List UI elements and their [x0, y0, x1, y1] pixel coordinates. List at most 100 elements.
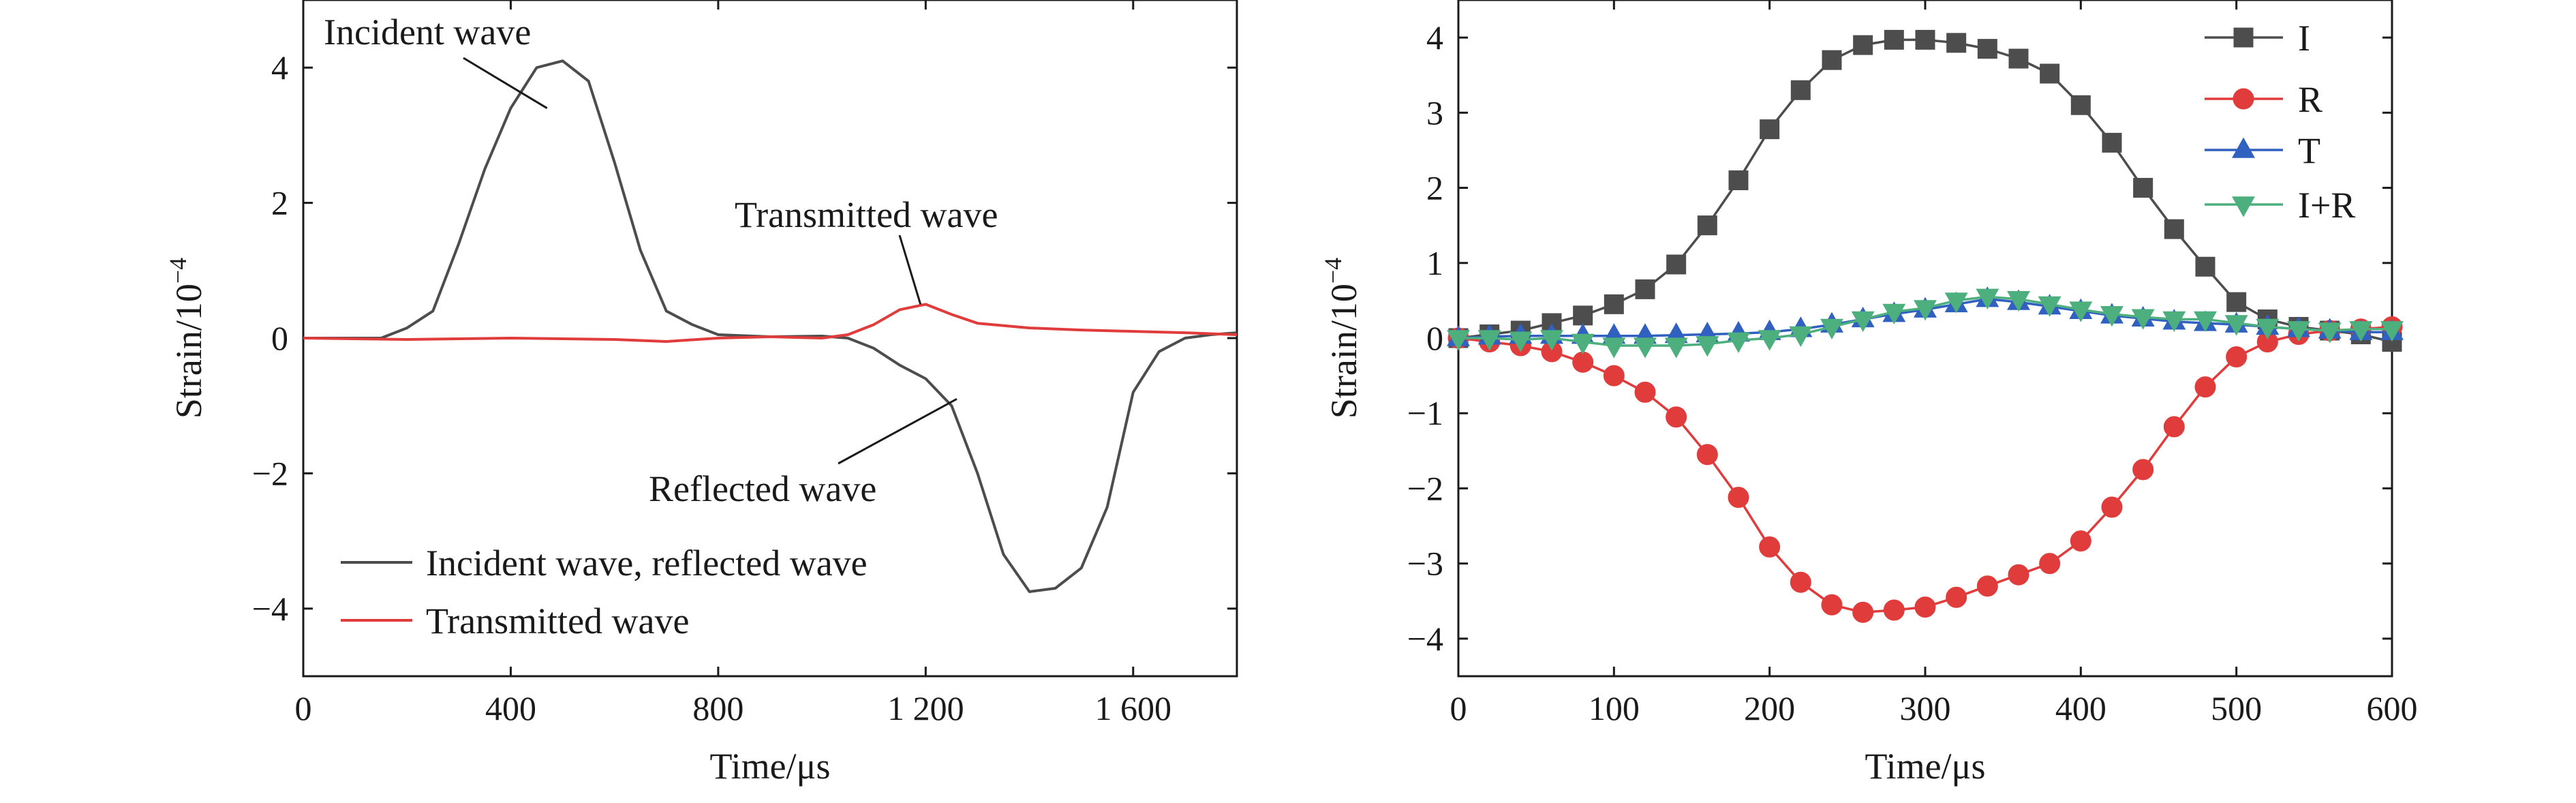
incident-reflected-wave-line: [303, 59, 1238, 593]
data-point-i: [1977, 39, 1997, 59]
annotation-reflected-wave: Reflected wave: [649, 468, 876, 509]
series-i-plus-r: [1447, 288, 2404, 359]
right-y-axis-title: Strain/10−4: [1319, 258, 1364, 419]
data-point-i: [2070, 95, 2091, 115]
right-series-group: [1447, 29, 2404, 623]
legend-marker-t: [2232, 137, 2255, 158]
data-point-i-plus-r: [2318, 322, 2342, 344]
data-point-i: [1697, 215, 1717, 236]
r-y-tick-label: −1: [1407, 394, 1443, 432]
r-y-tick-label: 3: [1426, 93, 1443, 132]
r-x-tick-label: 100: [1589, 689, 1640, 727]
data-point-i-plus-r: [1477, 330, 1501, 351]
data-point-i: [1635, 279, 1655, 299]
left-x-axis-title: Time/μs: [709, 746, 830, 787]
r-y-tick-label: 1: [1426, 244, 1443, 282]
data-point-i: [2226, 292, 2247, 312]
r-y-tick-label: 0: [1426, 319, 1443, 357]
data-point-i-plus-r: [2194, 311, 2217, 332]
r-y-tick-label: 4: [1426, 18, 1443, 57]
l-y-tick-label: 4: [271, 48, 288, 87]
data-point-i-plus-r: [1664, 337, 1688, 359]
data-point-i-plus-r: [2162, 311, 2186, 332]
l-y-tick-label: −4: [252, 590, 288, 628]
left-axis-ticks: 0 400 800 1 200 1 600 −4 −2 0 2 4: [252, 0, 1237, 727]
data-point-i-plus-r: [1696, 336, 1719, 357]
data-point-r: [2194, 376, 2216, 398]
r-x-tick-label: 600: [2367, 689, 2418, 727]
legend-label-transmitted-wave-line: Transmitted wave: [426, 601, 689, 641]
data-point-i-plus-r: [1820, 318, 1843, 339]
data-point-r: [1821, 594, 1843, 616]
data-point-r: [2039, 553, 2061, 575]
data-point-r: [1634, 381, 1656, 403]
data-point-i: [2133, 178, 2153, 198]
l-y-tick-label: 0: [271, 319, 288, 357]
data-point-i-plus-r: [1634, 337, 1657, 359]
r-x-tick-label: 200: [1744, 689, 1795, 727]
data-point-r: [2226, 346, 2248, 368]
series-line-r: [1458, 325, 2393, 614]
right-x-axis-title: Time/μs: [1865, 746, 1985, 787]
left-legend: Incident wave, reflected wave Transmitted…: [341, 543, 868, 641]
legend-label-i-plus-r: I+R: [2298, 185, 2355, 226]
data-point-i-plus-r: [2256, 318, 2280, 339]
r-y-tick-label: 2: [1426, 169, 1443, 207]
data-point-i: [2008, 48, 2029, 69]
data-point-r: [2070, 530, 2091, 552]
annotation-incident-wave: Incident wave: [324, 12, 531, 52]
data-point-i: [1884, 29, 1904, 50]
data-point-r: [1728, 487, 1749, 509]
data-point-i-plus-r: [1727, 332, 1750, 353]
r-y-tick-label: −4: [1407, 620, 1443, 658]
right-axis-ticks: 0 100 200 300 400 500 600 −4 −3 −2 −1 0 1 2 3 4: [1407, 0, 2418, 727]
data-point-r: [1696, 444, 1718, 466]
data-point-i: [1666, 254, 1687, 275]
data-point-i-plus-r: [2038, 296, 2061, 317]
data-point-i-plus-r: [1540, 330, 1563, 351]
l-x-tick-label: 800: [692, 689, 743, 727]
data-point-i-plus-r: [1944, 292, 1968, 314]
data-point-r: [1883, 599, 1905, 621]
data-point-i-plus-r: [2100, 306, 2123, 327]
right-legend: IRT I+R: [2205, 18, 2355, 226]
data-point-i: [1573, 305, 1593, 326]
data-point-i-plus-r: [2224, 315, 2248, 336]
left-annotations: Incident wave Transmitted wave Reflected w…: [324, 12, 998, 509]
data-point-i: [1822, 50, 1842, 70]
r-x-tick-label: 300: [1900, 689, 1951, 727]
l-x-tick-label: 1 200: [887, 689, 964, 727]
data-point-r: [2132, 459, 2154, 481]
data-point-i-plus-r: [1509, 331, 1533, 352]
legend-marker-i: [2233, 27, 2254, 48]
data-point-r: [1852, 601, 1874, 623]
data-point-r: [2101, 496, 2123, 518]
data-point-i-plus-r: [2349, 321, 2373, 342]
data-point-i: [1604, 294, 1624, 314]
data-point-r: [1666, 406, 1687, 428]
series-r: [1447, 316, 2403, 623]
l-x-tick-label: 400: [485, 689, 536, 727]
data-point-r: [1603, 365, 1625, 387]
legend-label-r: R: [2298, 79, 2322, 120]
data-point-i: [1790, 80, 1811, 100]
legend-label-incident-reflected-wave-line: Incident wave, reflected wave: [426, 543, 868, 584]
data-point-i-plus-r: [2007, 290, 2030, 312]
r-x-tick-label: 500: [2211, 689, 2262, 727]
data-point-i-plus-r: [1447, 330, 1470, 351]
data-point-r: [1790, 571, 1811, 593]
data-point-i-plus-r: [1851, 311, 1875, 332]
data-point-r: [2163, 416, 2185, 438]
data-point-i: [1760, 119, 1780, 140]
data-point-r: [1572, 351, 1594, 373]
annotation-incident-wave-leader: [463, 57, 548, 110]
annotation-transmitted-wave: Transmitted wave: [735, 194, 998, 235]
data-point-r: [1914, 596, 1936, 618]
data-point-r: [1976, 575, 1998, 597]
series-line-i: [1458, 38, 2393, 344]
data-point-i: [2040, 63, 2060, 84]
left-series-group: [303, 59, 1238, 593]
chart-incident-reflected-transmitted: 0 400 800 1 200 1 600 −4 −2 0 2 4 Incident wave Tr…: [164, 0, 1238, 787]
legend-marker-i-plus-r: [2232, 196, 2255, 217]
